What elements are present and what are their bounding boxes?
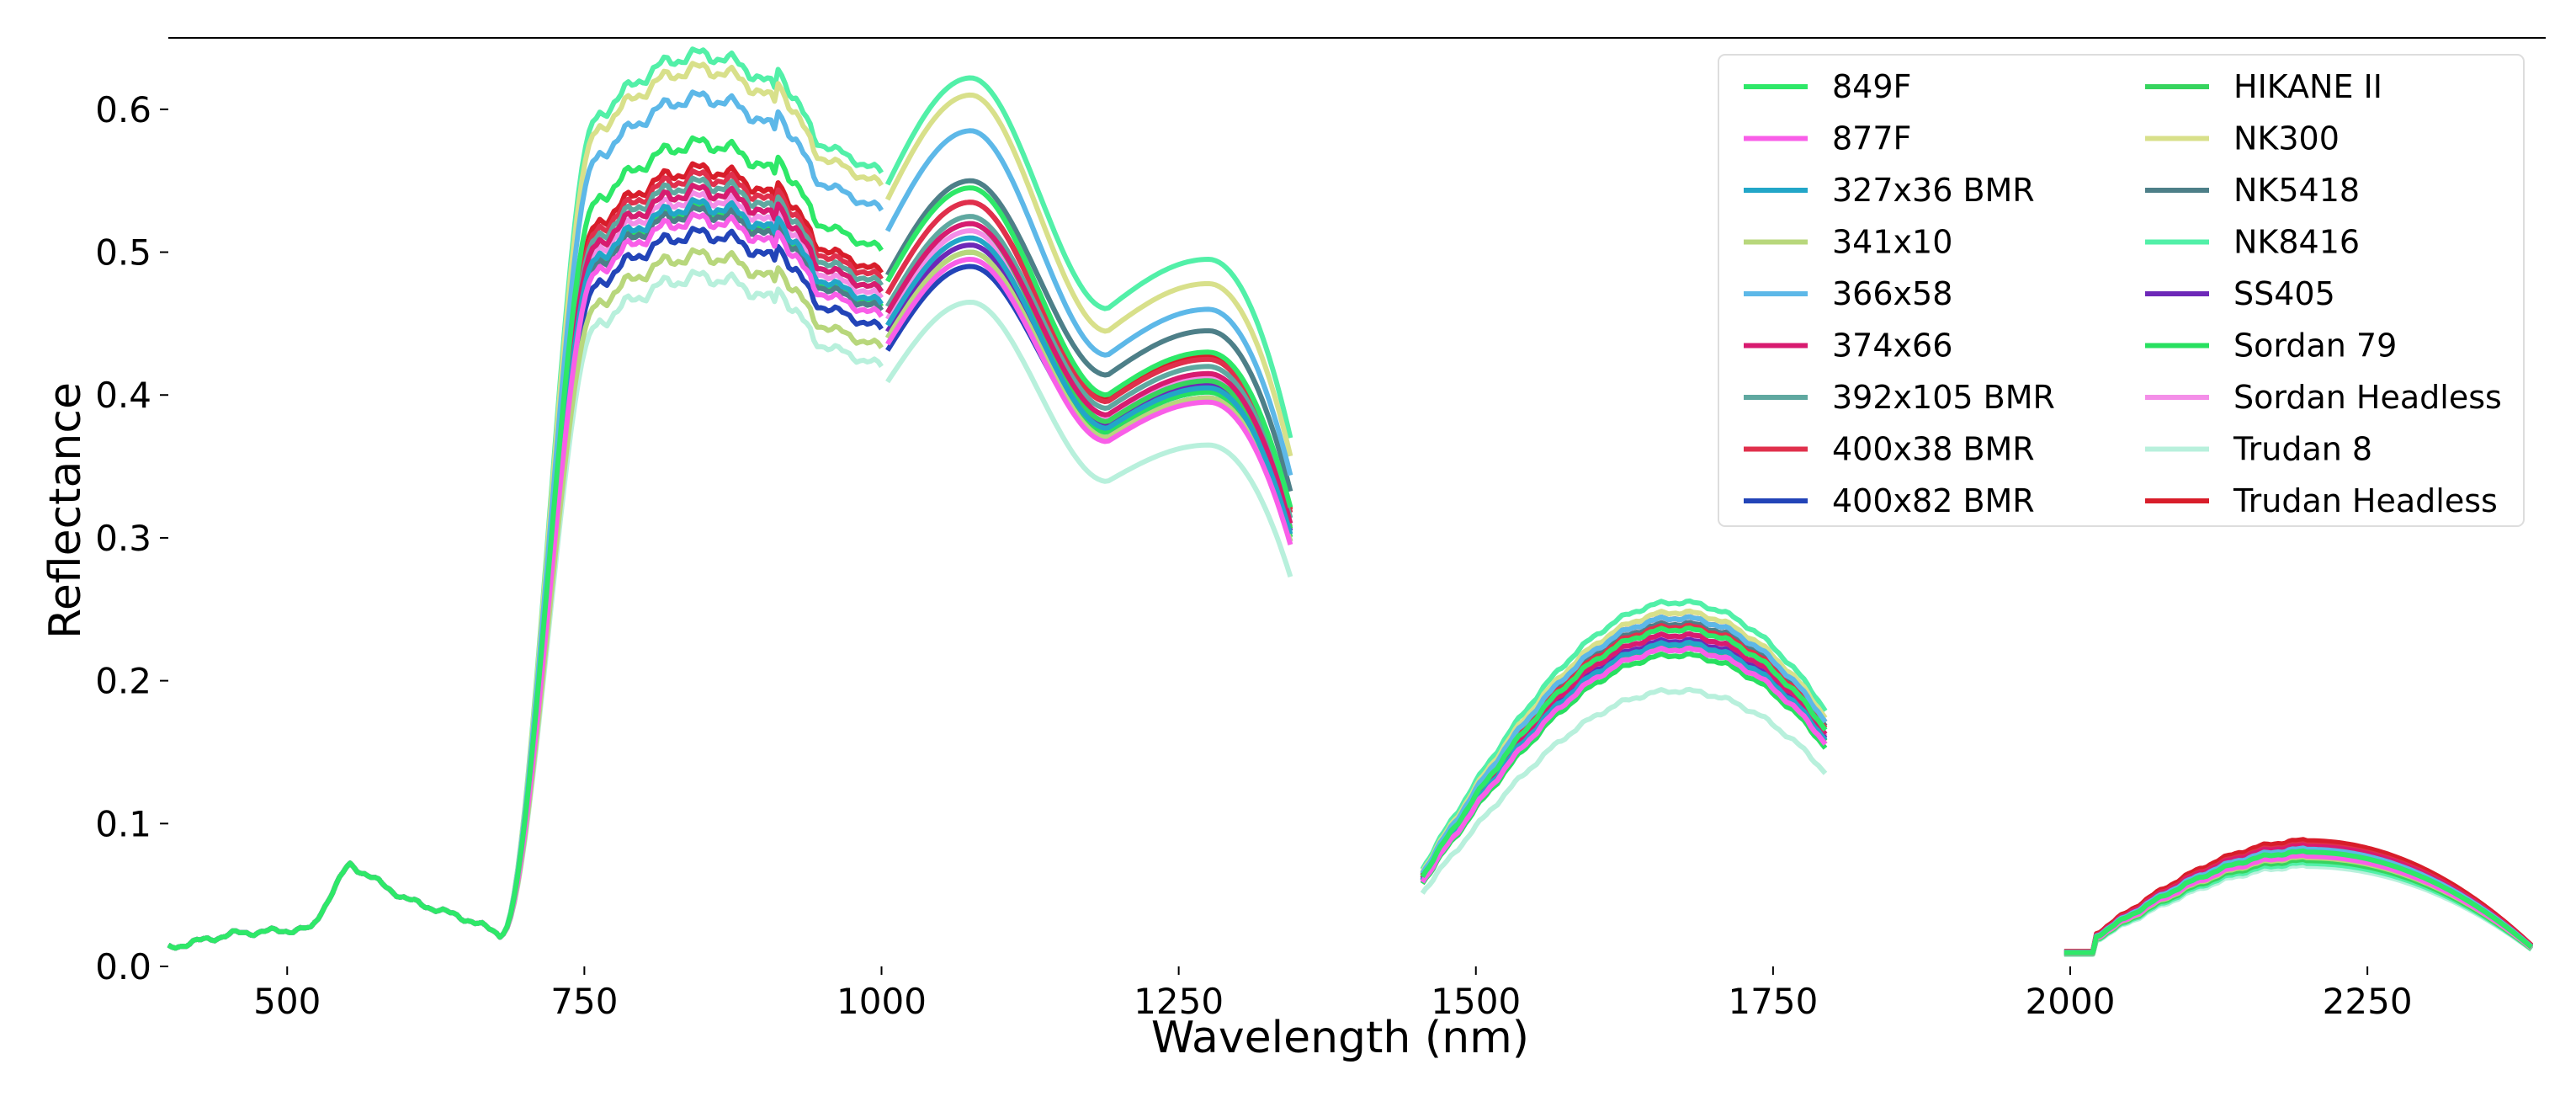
legend-label: NK8416 <box>2233 224 2360 261</box>
series-line <box>1420 598 1828 871</box>
series-line <box>885 214 1293 519</box>
legend-label: Sordan Headless <box>2233 379 2502 416</box>
plot-area <box>167 46 2534 957</box>
x-axis-title: Wavelength (nm) <box>1151 1013 1529 1063</box>
series-line <box>1420 625 1828 878</box>
series-line <box>167 135 884 951</box>
x-tick-label: 750 <box>550 981 618 1022</box>
series-line <box>1420 645 1828 884</box>
series-line <box>884 200 1293 514</box>
series-line <box>885 221 1293 524</box>
x-tick-label: 2250 <box>2323 981 2413 1022</box>
series-line <box>885 235 1293 535</box>
legend-label: 327x36 BMR <box>1832 172 2035 209</box>
x-tick-label: 1500 <box>1431 981 1521 1022</box>
legend-label: Sordan 79 <box>2233 327 2397 365</box>
series-line <box>884 178 1293 492</box>
y-axis-title: Reflectance <box>40 382 91 639</box>
axes: 500 750 1000 1250 1500 1750 2000 2250 0.0 0.1 0.2 0… <box>95 37 2546 1022</box>
legend-label: HIKANE II <box>2233 68 2382 105</box>
series-line <box>884 185 1293 508</box>
series-line <box>884 128 1293 476</box>
legend-label: NK300 <box>2233 120 2340 157</box>
legend: 849F 877F 327x36 BMR 341x10 366x58 374x66 392x… <box>1718 54 2525 527</box>
legend-label: 400x38 BMR <box>1832 431 2035 468</box>
y-tick-label: 0.4 <box>95 375 151 416</box>
x-tick-label: 2000 <box>2026 981 2116 1022</box>
series-line <box>885 257 1293 546</box>
y-tick-label: 0.0 <box>95 946 151 987</box>
x-tick-label: 1000 <box>837 981 927 1022</box>
legend-label: Trudan 8 <box>2233 431 2372 468</box>
y-tick-label: 0.2 <box>95 661 151 702</box>
legend-label: 392x105 BMR <box>1832 379 2055 416</box>
legend-label: SS405 <box>2233 275 2335 312</box>
series-line <box>1420 686 1828 895</box>
x-tick-label: 1750 <box>1728 981 1818 1022</box>
legend-box <box>1718 54 2525 527</box>
legend-label: 374x66 <box>1832 327 1952 365</box>
x-tick-label: 500 <box>253 981 321 1022</box>
y-tick-label: 0.3 <box>95 518 151 559</box>
legend-label: 849F <box>1832 68 1911 105</box>
legend-label: NK5418 <box>2233 172 2360 209</box>
series-line <box>2063 848 2534 955</box>
series-line <box>884 75 1293 439</box>
y-tick-label: 0.5 <box>95 232 151 274</box>
legend-label: 341x10 <box>1832 224 1952 261</box>
legend-label: 366x58 <box>1832 275 1952 312</box>
series-line <box>884 92 1293 457</box>
series-line <box>1420 614 1828 875</box>
legend-label: Trudan Headless <box>2233 482 2498 519</box>
y-tick-label: 0.1 <box>95 803 151 844</box>
legend-label: 877F <box>1832 120 1911 157</box>
series-line <box>885 300 1293 578</box>
y-tick-label: 0.6 <box>95 89 151 130</box>
legend-label: 400x82 BMR <box>1832 482 2035 519</box>
series-line <box>885 249 1293 543</box>
x-tick-label: 1250 <box>1134 981 1224 1022</box>
